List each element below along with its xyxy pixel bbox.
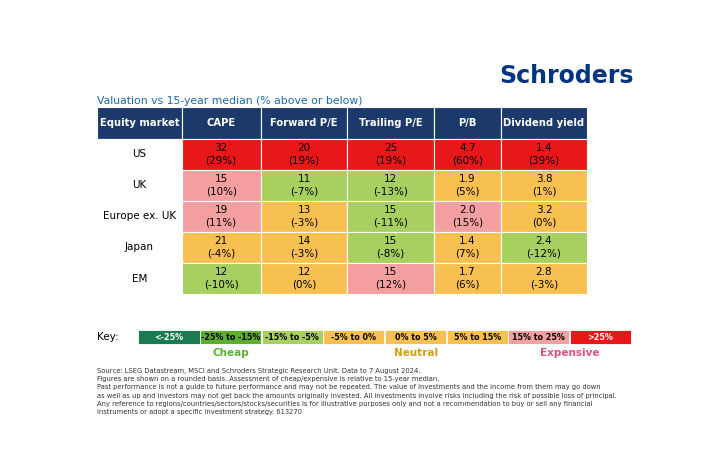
FancyBboxPatch shape [347,232,434,263]
Text: Expensive: Expensive [540,348,600,358]
FancyBboxPatch shape [501,107,587,139]
FancyBboxPatch shape [261,107,347,139]
Text: 12
(-10%): 12 (-10%) [204,268,238,290]
Text: Dividend yield: Dividend yield [503,118,584,128]
FancyBboxPatch shape [347,201,434,232]
Text: Europe ex. UK: Europe ex. UK [103,211,176,221]
Text: 1.4
(39%): 1.4 (39%) [528,143,560,165]
Text: US: US [132,149,146,159]
FancyBboxPatch shape [347,107,434,139]
FancyBboxPatch shape [570,330,631,344]
Text: 15
(10%): 15 (10%) [205,174,237,197]
Text: 14
(-3%): 14 (-3%) [290,236,318,259]
Text: 1.9
(5%): 1.9 (5%) [455,174,479,197]
FancyBboxPatch shape [181,263,261,294]
FancyBboxPatch shape [97,139,181,170]
FancyBboxPatch shape [200,330,261,344]
Text: 19
(11%): 19 (11%) [205,205,237,228]
Text: 5% to 15%: 5% to 15% [454,333,501,342]
FancyBboxPatch shape [385,330,446,344]
Text: 15% to 25%: 15% to 25% [513,333,565,342]
FancyBboxPatch shape [434,170,501,201]
FancyBboxPatch shape [501,263,587,294]
FancyBboxPatch shape [501,232,587,263]
FancyBboxPatch shape [434,107,501,139]
FancyBboxPatch shape [261,263,347,294]
Text: 20
(19%): 20 (19%) [289,143,319,165]
Text: <-25%: <-25% [154,333,183,342]
FancyBboxPatch shape [261,201,347,232]
Text: 32
(29%): 32 (29%) [205,143,237,165]
FancyBboxPatch shape [262,330,323,344]
Text: -5% to 0%: -5% to 0% [331,333,376,342]
Text: P/B: P/B [458,118,476,128]
Text: Trailing P/E: Trailing P/E [359,118,422,128]
Text: 2.8
(-3%): 2.8 (-3%) [530,268,558,290]
FancyBboxPatch shape [261,139,347,170]
FancyBboxPatch shape [181,139,261,170]
Text: Valuation vs 15-year median (% above or below): Valuation vs 15-year median (% above or … [97,96,363,106]
Text: Key:: Key: [97,332,119,342]
Text: 2.4
(-12%): 2.4 (-12%) [527,236,562,259]
FancyBboxPatch shape [261,170,347,201]
FancyBboxPatch shape [97,170,181,201]
Text: 4.7
(60%): 4.7 (60%) [451,143,483,165]
FancyBboxPatch shape [97,232,181,263]
Text: 15
(-8%): 15 (-8%) [376,236,405,259]
FancyBboxPatch shape [434,232,501,263]
Text: 15
(-11%): 15 (-11%) [373,205,408,228]
Text: 3.2
(0%): 3.2 (0%) [532,205,556,228]
FancyBboxPatch shape [139,330,200,344]
Text: 3.8
(1%): 3.8 (1%) [532,174,556,197]
FancyBboxPatch shape [181,170,261,201]
Text: 12
(-13%): 12 (-13%) [373,174,408,197]
FancyBboxPatch shape [501,170,587,201]
FancyBboxPatch shape [501,139,587,170]
Text: Japan: Japan [125,242,154,252]
Text: CAPE: CAPE [207,118,236,128]
Text: UK: UK [132,180,146,190]
Text: Equity market: Equity market [100,118,179,128]
Text: 0% to 5%: 0% to 5% [395,333,437,342]
Text: 2.0
(15%): 2.0 (15%) [451,205,483,228]
Text: 13
(-3%): 13 (-3%) [290,205,318,228]
FancyBboxPatch shape [508,330,570,344]
Text: Neutral: Neutral [394,348,438,358]
FancyBboxPatch shape [97,201,181,232]
Text: -25% to -15%: -25% to -15% [201,333,260,342]
FancyBboxPatch shape [434,201,501,232]
FancyBboxPatch shape [501,201,587,232]
FancyBboxPatch shape [324,330,385,344]
FancyBboxPatch shape [447,330,508,344]
FancyBboxPatch shape [347,139,434,170]
FancyBboxPatch shape [97,263,181,294]
Text: EM: EM [132,273,147,284]
Text: Source: LSEG Datastream, MSCI and Schroders Strategic Research Unit. Data to 7 A: Source: LSEG Datastream, MSCI and Schrod… [97,368,617,415]
FancyBboxPatch shape [97,107,181,139]
Text: >25%: >25% [587,333,614,342]
Text: 15
(12%): 15 (12%) [375,268,406,290]
Text: Forward P/E: Forward P/E [270,118,338,128]
Text: 11
(-7%): 11 (-7%) [290,174,318,197]
Text: -15% to -5%: -15% to -5% [265,333,319,342]
Text: Cheap: Cheap [213,348,250,358]
FancyBboxPatch shape [347,170,434,201]
FancyBboxPatch shape [261,232,347,263]
Text: 1.4
(7%): 1.4 (7%) [455,236,479,259]
Text: 12
(0%): 12 (0%) [292,268,316,290]
Text: 1.7
(6%): 1.7 (6%) [455,268,479,290]
FancyBboxPatch shape [181,107,261,139]
FancyBboxPatch shape [434,139,501,170]
FancyBboxPatch shape [181,232,261,263]
FancyBboxPatch shape [347,263,434,294]
Text: 21
(-4%): 21 (-4%) [207,236,235,259]
FancyBboxPatch shape [181,201,261,232]
FancyBboxPatch shape [434,263,501,294]
Text: Schroders: Schroders [499,64,634,88]
Text: 25
(19%): 25 (19%) [375,143,406,165]
